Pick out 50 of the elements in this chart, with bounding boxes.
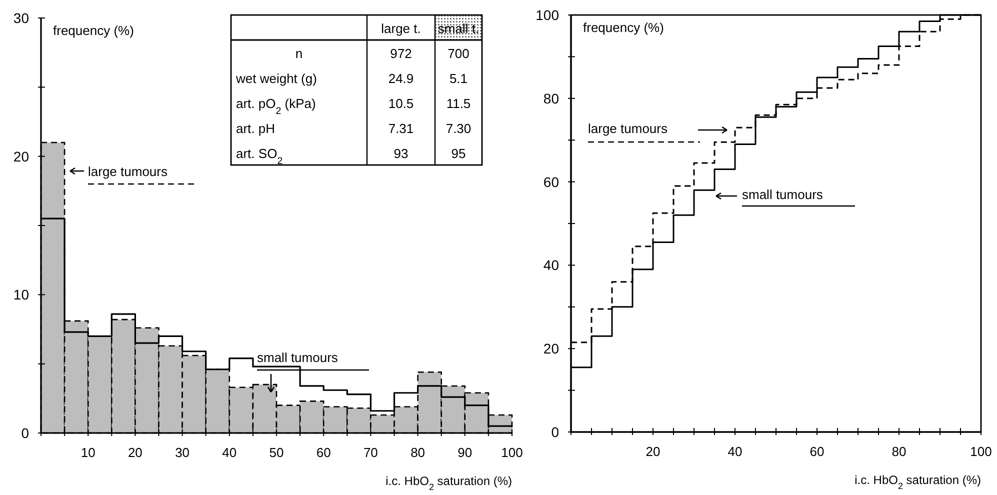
x-tick-label: 50: [269, 445, 284, 460]
text: 11.5: [446, 96, 471, 111]
legend-label: large tumours: [88, 164, 168, 179]
text: 93: [394, 146, 408, 161]
x-tick-label: 40: [222, 445, 237, 460]
text: 95: [451, 146, 466, 161]
x-tick-label: 100: [970, 444, 992, 459]
category-label: art. SO$_{2}$: [236, 146, 283, 166]
y-tick-label: 60: [543, 174, 560, 190]
category-label: n: [295, 46, 303, 61]
x-tick-label: 90: [458, 445, 472, 460]
x-tick-label: 10: [80, 445, 96, 460]
y-tick-label: 20: [13, 148, 30, 164]
text: 7.31: [388, 121, 414, 136]
x-tick-label: 60: [316, 445, 331, 460]
text: 5.1: [449, 71, 468, 86]
x-tick-label: 80: [892, 444, 906, 459]
x-tick-label: 40: [728, 444, 742, 459]
text: large tumours: [588, 121, 668, 136]
x-tick-label: 30: [175, 445, 190, 460]
category-label: art. pH: [236, 121, 276, 136]
x-tick-label: 20: [128, 445, 142, 460]
x-tick-label: 80: [410, 445, 426, 460]
y-tick-label: 30: [13, 10, 30, 26]
category-label: small t.: [438, 21, 480, 36]
text: 24.9: [388, 71, 414, 86]
y-tick-label: 20: [543, 340, 560, 357]
y-axis-title: frequency (%): [583, 20, 664, 35]
text: 700: [448, 46, 470, 61]
category-label: art. pO$_{2}$ (kPa): [236, 96, 316, 116]
y-tick-label: 80: [543, 90, 560, 106]
x-tick-label: 20: [646, 444, 660, 459]
y-tick-label: 10: [13, 286, 30, 303]
y-axis-title: frequency (%): [53, 23, 134, 38]
x-tick-label: 60: [810, 444, 824, 459]
y-tick-label: 100: [536, 7, 560, 23]
x-tick-label: 70: [363, 445, 378, 460]
y-tick-label: 40: [543, 257, 560, 274]
x-axis-title: i.c. HbO$_{2}$ saturation (%): [386, 474, 512, 492]
y-tick-label: 0: [21, 425, 30, 441]
series-label: small tumours: [257, 350, 338, 365]
legend-label: small tumours: [742, 187, 824, 202]
text: 972: [390, 46, 412, 61]
text: 7.30: [446, 121, 472, 136]
category-label: large t.: [381, 21, 421, 36]
text: 10.5: [388, 96, 414, 111]
y-tick-label: 0: [551, 424, 560, 440]
x-axis-title: i.c. HbO$_{2}$ saturation (%): [854, 473, 981, 491]
category-label: wet weight (g): [236, 71, 317, 86]
x-tick-label: 100: [501, 445, 523, 460]
